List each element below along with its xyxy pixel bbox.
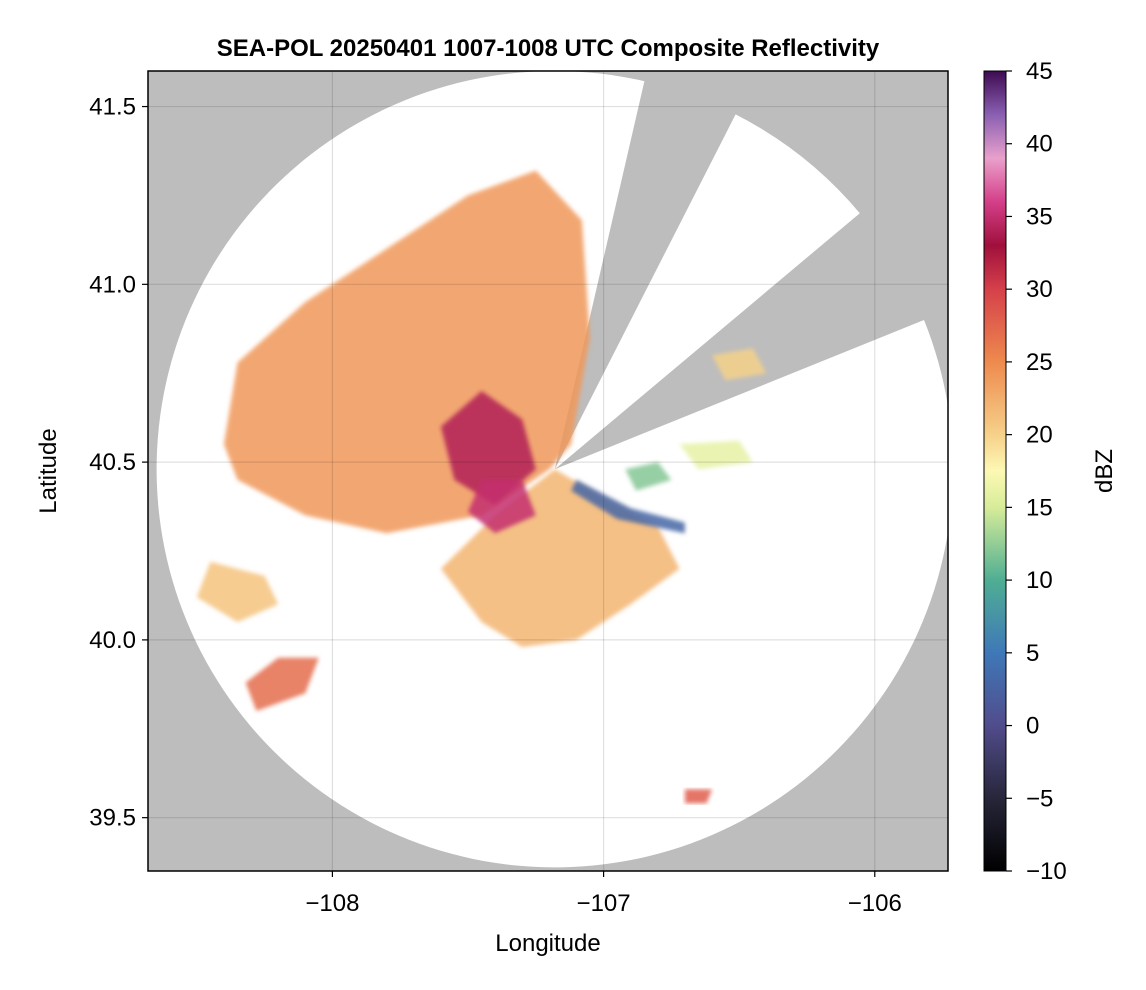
colorbar-tick-label: −10 xyxy=(1026,858,1067,885)
echo-core-south xyxy=(468,479,536,534)
colorbar-tick-label: 35 xyxy=(1026,203,1053,230)
colorbar-tick-label: −5 xyxy=(1026,785,1053,812)
y-axis: 39.5 40.0 40.5 41.0 41.5 xyxy=(89,94,148,832)
y-tick-label: 41.0 xyxy=(89,271,136,298)
y-axis-label: Latitude xyxy=(35,428,62,513)
x-tick-label: −106 xyxy=(848,890,902,917)
y-tick-label: 39.5 xyxy=(89,805,136,832)
x-tick-label: −108 xyxy=(305,890,359,917)
reflectivity-echoes xyxy=(196,170,767,804)
colorbar-tick-label: 40 xyxy=(1026,131,1053,158)
colorbar-tick-label: 20 xyxy=(1026,422,1053,449)
colorbar-tick-label: 0 xyxy=(1026,713,1039,740)
colorbar-tick-label: 30 xyxy=(1026,276,1053,303)
x-tick-label: −107 xyxy=(577,890,631,917)
echo-core-central xyxy=(440,391,536,505)
y-tick-label: 41.5 xyxy=(89,94,136,121)
colorbar-tick-label: 5 xyxy=(1026,640,1039,667)
colorbar-tick-label: 25 xyxy=(1026,349,1053,376)
echo-east-line xyxy=(571,479,685,534)
y-tick-label: 40.0 xyxy=(89,627,136,654)
gridlines xyxy=(148,71,948,871)
colorbar-tick-label: 45 xyxy=(1026,58,1053,85)
echo-east-cell-2 xyxy=(679,440,753,470)
colorbar-tick-label: 15 xyxy=(1026,494,1053,521)
plot-area xyxy=(147,70,949,872)
colorbar-ticks: −10 −5 0 5 10 15 20 25 30 35 40 45 xyxy=(1006,58,1067,885)
colorbar-gradient xyxy=(983,70,1007,872)
colorbar-tick-label: 10 xyxy=(1026,567,1053,594)
x-axis: −108 −107 −106 xyxy=(305,871,902,917)
echo-east-cell-1 xyxy=(625,462,672,491)
colorbar: −10 −5 0 5 10 15 20 25 30 35 40 45 dBZ xyxy=(983,58,1118,885)
echo-south-small-cell xyxy=(684,789,713,804)
echo-far-west-cell xyxy=(196,561,279,623)
y-tick-label: 40.5 xyxy=(89,449,136,476)
x-axis-label: Longitude xyxy=(495,930,600,957)
echo-northeast-cell xyxy=(712,348,767,381)
chart-title: SEA-POL 20250401 1007-1008 UTC Composite… xyxy=(217,35,880,62)
colorbar-label: dBZ xyxy=(1091,449,1118,493)
plot-frame xyxy=(147,70,949,872)
echo-southwest-cell xyxy=(245,657,319,711)
